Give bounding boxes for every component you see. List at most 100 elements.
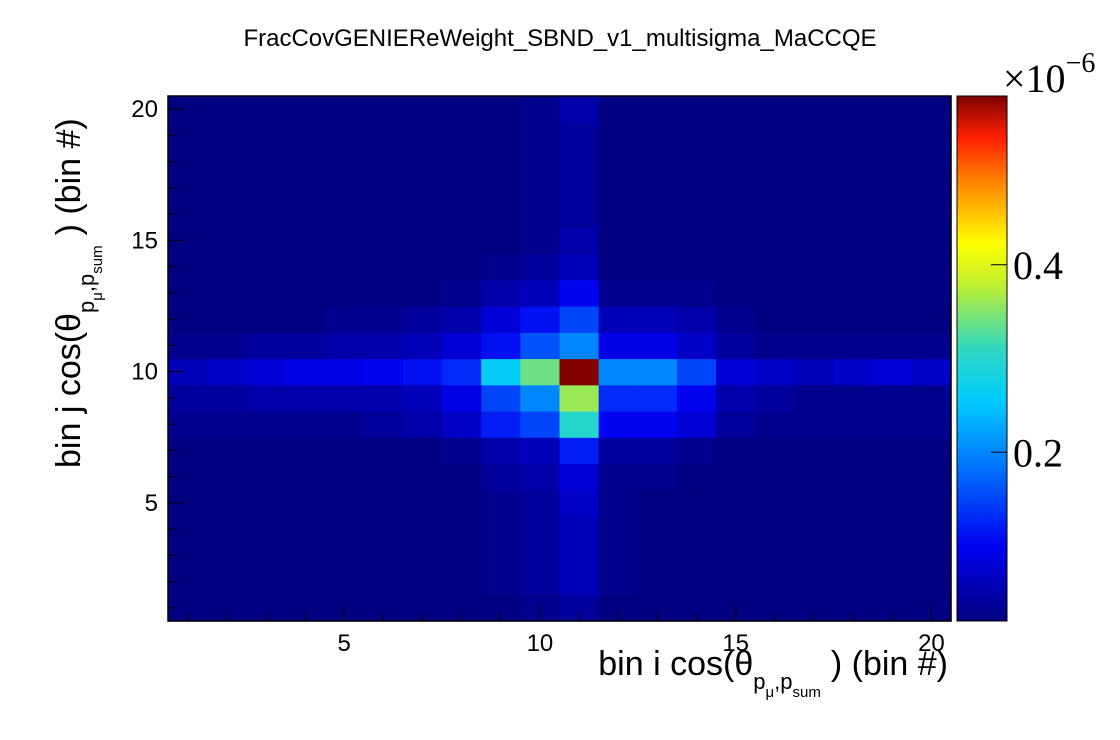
heatmap-cell [520, 568, 561, 596]
heatmap-cell [246, 542, 287, 570]
heatmap-cell [442, 437, 482, 465]
heatmap-cell [520, 279, 561, 307]
heatmap-cell [442, 542, 482, 570]
heatmap-cell [676, 253, 717, 281]
heatmap-cell [442, 174, 482, 202]
heatmap-cell [363, 332, 404, 360]
heatmap-cell [559, 332, 600, 360]
heatmap-cell [285, 358, 326, 386]
heatmap-cell [794, 279, 835, 307]
heatmap-cell [716, 201, 756, 228]
heatmap-cell [285, 437, 326, 465]
heatmap-cell [598, 122, 639, 150]
heatmap-cell [676, 306, 717, 333]
heatmap-cell [402, 306, 443, 333]
heatmap-cell [559, 489, 600, 517]
y-label-sub2-sub: sum [89, 245, 106, 273]
heatmap-cell [246, 516, 287, 543]
heatmap-cell [207, 201, 247, 228]
heatmap-cell [481, 437, 521, 465]
heatmap-cell [716, 174, 756, 202]
heatmap-cell [833, 516, 874, 543]
heatmap-cell [911, 437, 952, 465]
heatmap-cell [872, 148, 913, 176]
heatmap-cell [324, 279, 365, 307]
heatmap-cell [363, 253, 404, 281]
heatmap-cell [598, 437, 639, 465]
heatmap-cell [637, 122, 678, 150]
heatmap-cell [833, 96, 874, 123]
heatmap-cell [794, 253, 835, 281]
heatmap-cell [676, 568, 717, 596]
heatmap-cell [833, 358, 874, 386]
heatmap-cell [716, 122, 756, 150]
heatmap-cell [402, 542, 443, 570]
heatmap-cell [324, 122, 365, 150]
heatmap-cell [402, 253, 443, 281]
x-label-sub2: p [780, 669, 792, 694]
heatmap-cell [559, 358, 600, 386]
heatmap-cell [676, 122, 717, 150]
heatmap-cell [755, 96, 795, 123]
heatmap-cell [755, 516, 795, 543]
heatmap-cell [833, 227, 874, 255]
heatmap-cell [285, 279, 326, 307]
heatmap-cell [520, 542, 561, 570]
y-tick-label: 15 [131, 227, 158, 254]
heatmap-cell [324, 358, 365, 386]
heatmap-cell [520, 148, 561, 176]
heatmap-cell [637, 411, 678, 438]
heatmap-cell [207, 122, 247, 150]
heatmap-cell [481, 411, 521, 438]
heatmap-cell [285, 253, 326, 281]
heatmap-cell [520, 437, 561, 465]
heatmap-cell [520, 332, 561, 360]
heatmap-cell [637, 516, 678, 543]
heatmap-cell [520, 174, 561, 202]
heatmap-cell [207, 253, 247, 281]
heatmap-cell [872, 384, 913, 412]
heatmap-cells [168, 96, 952, 622]
x-label-main: bin i cos(θ [598, 645, 753, 683]
y-tick-label: 10 [131, 359, 158, 386]
heatmap-cell [833, 437, 874, 465]
heatmap-cell [285, 306, 326, 333]
heatmap-cell [442, 332, 482, 360]
heatmap-cell [207, 463, 247, 491]
heatmap-cell [363, 122, 404, 150]
heatmap-cell [363, 568, 404, 596]
heatmap-cell [559, 227, 600, 255]
heatmap-cell [598, 148, 639, 176]
heatmap-cell [755, 174, 795, 202]
heatmap-cell [246, 227, 287, 255]
heatmap-cell [911, 568, 952, 596]
heatmap-cell [481, 516, 521, 543]
heatmap-cell [246, 96, 287, 123]
heatmap-cell [520, 463, 561, 491]
heatmap-cell [716, 384, 756, 412]
heatmap-cell [598, 201, 639, 228]
heatmap-cell [716, 463, 756, 491]
x-tick-label: 20 [918, 630, 945, 657]
heatmap-cell [755, 279, 795, 307]
heatmap-cell [637, 201, 678, 228]
heatmap-cell [285, 122, 326, 150]
heatmap-cell [324, 306, 365, 333]
heatmap-cell [794, 122, 835, 150]
heatmap-cell [872, 174, 913, 202]
heatmap-cell [598, 306, 639, 333]
heatmap-cell [402, 96, 443, 123]
heatmap-cell [755, 227, 795, 255]
heatmap-cell [442, 227, 482, 255]
heatmap-cell [246, 253, 287, 281]
heatmap-cell [794, 542, 835, 570]
colorbar-exponent: −6 [1066, 48, 1096, 79]
heatmap-cell [285, 148, 326, 176]
heatmap-cell [911, 463, 952, 491]
heatmap-cell [442, 201, 482, 228]
heatmap-cell [872, 516, 913, 543]
heatmap-cell [442, 358, 482, 386]
heatmap-cell [911, 201, 952, 228]
heatmap-cell [363, 306, 404, 333]
heatmap-cell [481, 201, 521, 228]
